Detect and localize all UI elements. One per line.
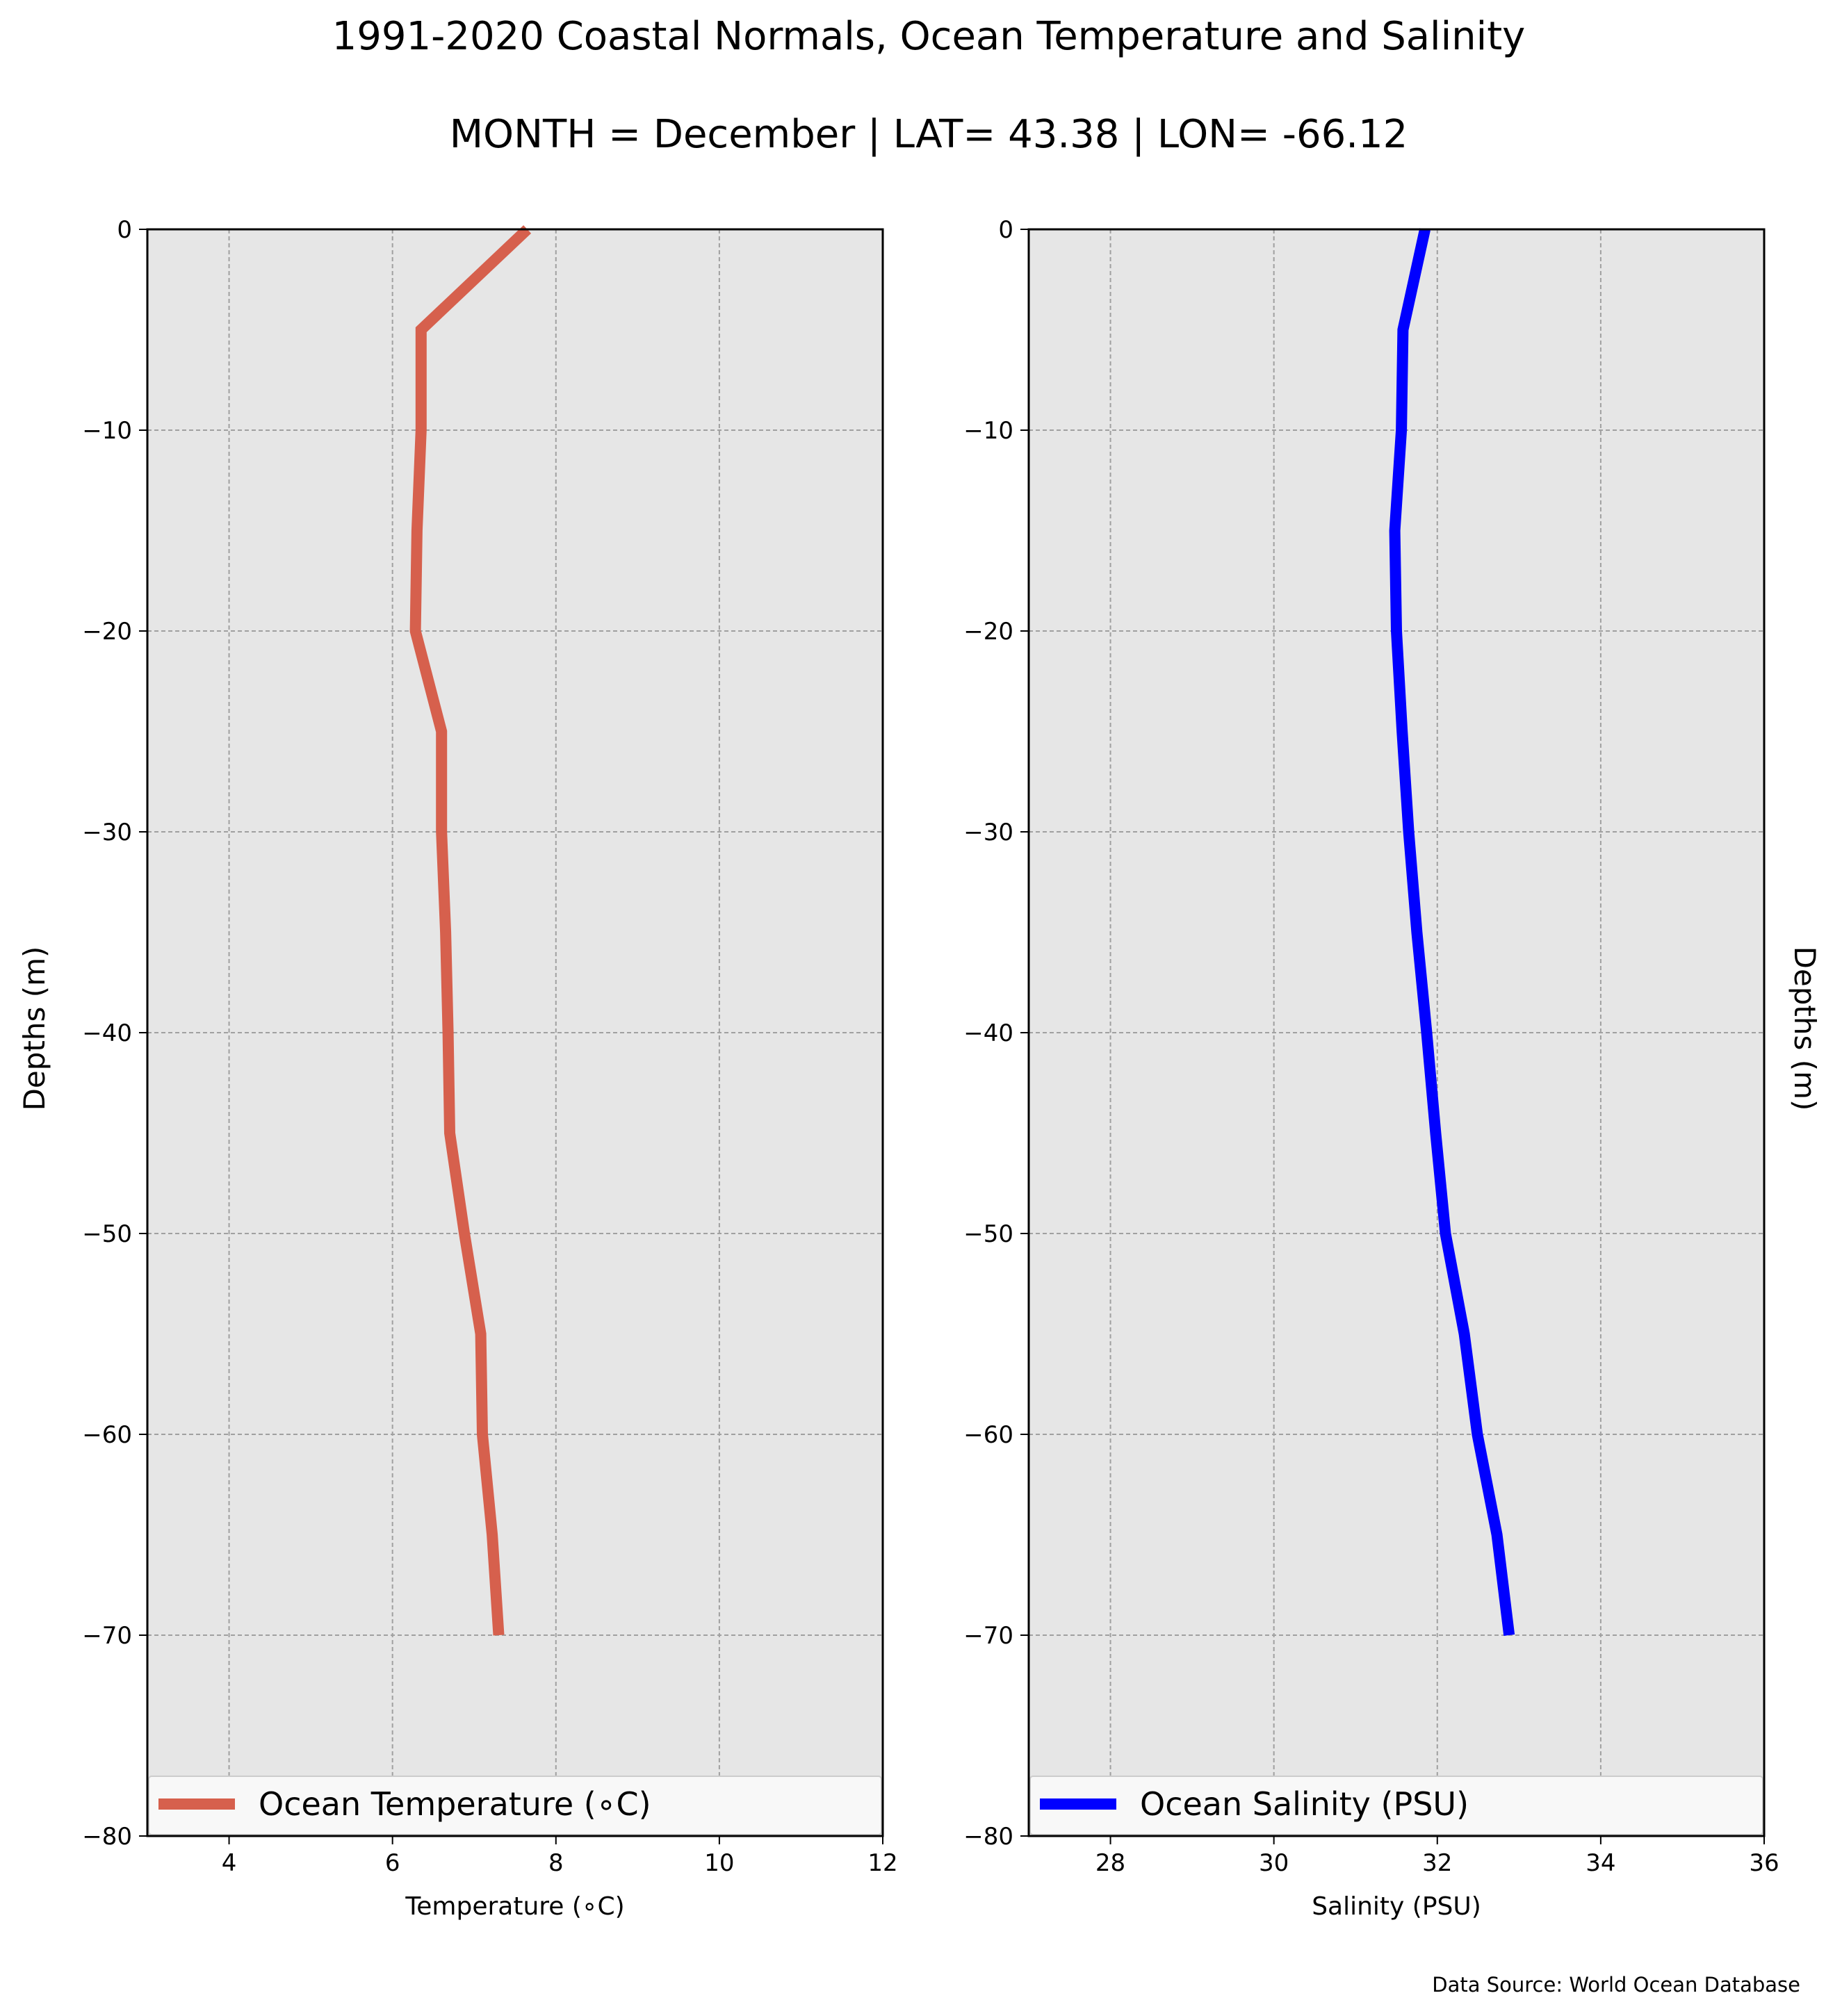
temp-y-tick-label: −80 [82,1823,132,1851]
sal-y-tick-label: −30 [963,819,1013,846]
sal-x-axis-label: Salinity (PSU) [1312,1892,1481,1921]
temp-plot-area [147,229,883,1836]
sal-y-tick-label: −10 [963,417,1013,445]
left-y-axis-label: Depths (m) [17,946,51,1111]
sal-legend-box [1029,1776,1763,1835]
temp-x-axis-label: Temperature (∘C) [405,1892,624,1921]
temp-series-line [409,225,532,1636]
sal-x-tick-label: 32 [1422,1849,1452,1877]
sal-y-tick-label: −20 [963,618,1013,646]
temperature-panel: Ocean Temperature (∘C) 4 6 8 10 12 0 −10 −20 −30 −… [82,216,897,1921]
temp-legend-box [148,1776,882,1835]
sal-y-tick-label: −60 [963,1421,1013,1449]
temp-y-tick-label: 0 [117,216,132,244]
sal-x-tick-label: 30 [1259,1849,1289,1877]
chart-subtitle: MONTH = December | LAT= 43.38 | LON= -66… [450,112,1408,157]
temp-x-tick-label: 8 [548,1849,564,1877]
sal-x-tick-label: 28 [1095,1849,1125,1877]
temp-x-tick-label: 4 [222,1849,237,1877]
temp-y-tick-label: −70 [82,1622,132,1650]
sal-y-tick-label: 0 [998,216,1013,244]
right-y-axis-label: Depths (m) [1788,946,1822,1111]
sal-x-tick-label: 36 [1749,1849,1779,1877]
temp-legend-label: Ocean Temperature (∘C) [259,1785,651,1823]
temp-y-tick-label: −50 [82,1220,132,1248]
temp-x-tick-label: 10 [704,1849,734,1877]
chart-title: 1991-2020 Coastal Normals, Ocean Tempera… [332,14,1526,59]
data-source-note: Data Source: World Ocean Database [1432,1973,1800,1997]
salinity-panel: Ocean Salinity (PSU) 28 30 32 34 36 0 −10 −20 −30… [963,216,1779,1921]
temp-y-tick-label: −20 [82,618,132,646]
sal-y-tick-label: −50 [963,1220,1013,1248]
temp-y-tick-label: −30 [82,819,132,846]
sal-y-tick-label: −80 [963,1823,1013,1851]
temp-x-tick-label: 12 [867,1849,897,1877]
sal-legend-label: Ocean Salinity (PSU) [1140,1785,1469,1823]
sal-y-tick-label: −40 [963,1019,1013,1047]
temp-y-tick-label: −40 [82,1019,132,1047]
sal-series-line [1389,228,1515,1636]
temp-x-tick-label: 6 [385,1849,400,1877]
sal-y-tick-label: −70 [963,1622,1013,1650]
temp-y-tick-label: −60 [82,1421,132,1449]
sal-x-tick-label: 34 [1586,1849,1615,1877]
temp-y-tick-label: −10 [82,417,132,445]
